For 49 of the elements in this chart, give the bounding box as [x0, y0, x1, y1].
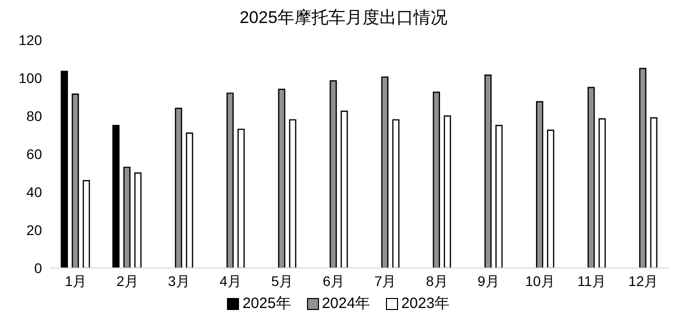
bar — [444, 115, 452, 268]
x-tick-label: 9月 — [478, 272, 500, 289]
y-tick-label: 20 — [26, 222, 42, 238]
bar — [536, 101, 544, 268]
y-tick-label: 60 — [26, 146, 42, 162]
bar — [639, 68, 646, 268]
x-tick-label: 7月 — [374, 272, 396, 289]
y-tick-label: 120 — [18, 32, 42, 48]
bar — [238, 128, 245, 268]
x-tick-label: 1月 — [64, 272, 87, 289]
y-tick-label: 100 — [18, 70, 42, 86]
bar — [123, 166, 131, 268]
y-tick-label: 0 — [34, 260, 42, 276]
bar — [72, 94, 79, 268]
bar — [226, 92, 234, 268]
x-tick-label: 5月 — [271, 272, 294, 289]
bar — [112, 124, 120, 268]
bar — [60, 70, 68, 268]
x-tick-label: 10月 — [525, 272, 555, 289]
bar — [598, 118, 606, 268]
bar — [650, 117, 658, 268]
bar — [186, 132, 194, 268]
legend-label: 2025年 — [242, 294, 291, 313]
x-tick-label: 2月 — [116, 272, 138, 289]
x-tick-label: 6月 — [322, 272, 345, 289]
bar — [289, 119, 296, 268]
bar — [588, 86, 595, 268]
bar — [134, 172, 142, 268]
bar — [392, 119, 400, 268]
x-tick-label: 12月 — [628, 272, 658, 289]
bar — [340, 110, 348, 268]
x-tick-label: 4月 — [220, 272, 242, 289]
bar — [432, 92, 440, 268]
bar — [484, 74, 492, 268]
x-tick-label: 8月 — [426, 272, 448, 289]
y-tick-label: 80 — [26, 108, 42, 124]
legend-label: 2024年 — [322, 294, 370, 313]
legend-label: 2023年 — [401, 294, 450, 313]
x-tick-label: 3月 — [168, 272, 190, 289]
chart-title: 2025年摩托车月度出口情况 — [238, 8, 448, 28]
bar — [330, 80, 337, 268]
x-tick-label: 11月 — [577, 272, 606, 289]
bar — [495, 124, 503, 268]
bar — [174, 108, 182, 268]
bar — [381, 76, 388, 268]
bar — [82, 180, 90, 268]
bar — [547, 130, 554, 268]
bar — [278, 88, 286, 268]
y-tick-label: 40 — [26, 184, 42, 200]
